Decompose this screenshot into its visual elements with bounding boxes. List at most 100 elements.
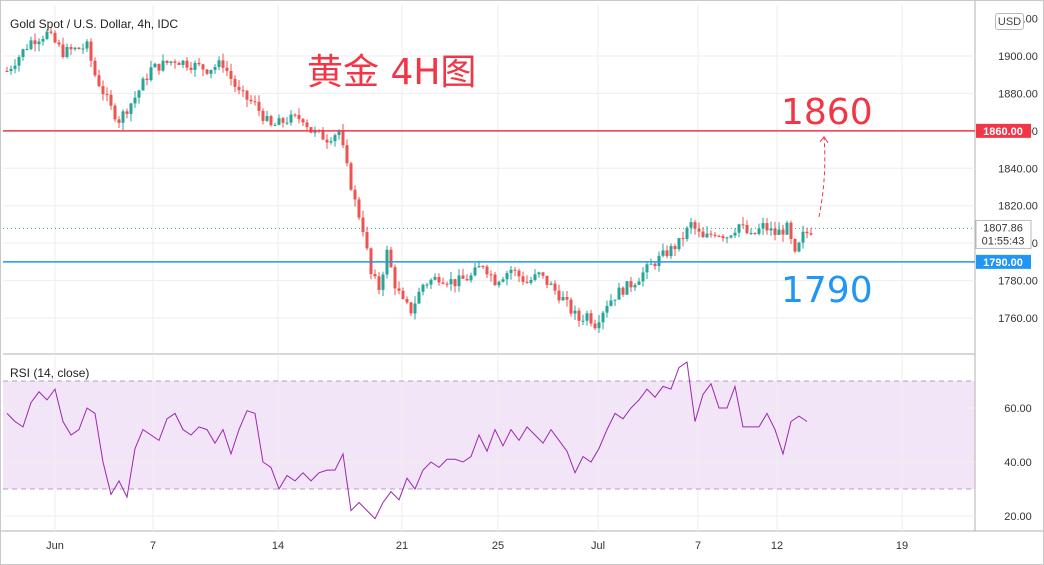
candle-body xyxy=(469,275,473,281)
candle-body xyxy=(701,231,705,238)
candle-body xyxy=(461,275,465,279)
price-tick-label: 1880.00 xyxy=(998,88,1038,100)
candle-body xyxy=(445,283,449,285)
candle-body xyxy=(417,291,421,304)
candle-body xyxy=(665,250,669,257)
candle-body xyxy=(393,267,397,289)
candle-body xyxy=(769,228,773,231)
candle-body xyxy=(237,86,241,91)
candle-body xyxy=(517,270,521,277)
candle-body xyxy=(57,42,61,45)
candle-body xyxy=(281,118,285,123)
candle-body xyxy=(293,114,297,116)
candle-body xyxy=(661,250,665,256)
candle-body xyxy=(73,47,77,50)
candle-body xyxy=(357,199,361,218)
candle-body xyxy=(549,283,553,285)
candle-body xyxy=(421,284,425,292)
candle-body xyxy=(345,145,349,164)
support-price-label: 1790.00 xyxy=(983,257,1023,269)
candle-body xyxy=(545,275,549,285)
candle-body xyxy=(13,65,17,69)
candle-body xyxy=(149,67,153,80)
x-tick-label: 19 xyxy=(896,540,908,552)
candle-body xyxy=(693,222,697,229)
candle-body xyxy=(321,130,325,140)
last-price-tag xyxy=(975,219,1032,249)
candle-body xyxy=(533,274,537,280)
candle-body xyxy=(5,70,9,72)
candle-body xyxy=(649,263,653,265)
candle-body xyxy=(77,47,81,50)
resistance-price-tag xyxy=(976,123,1031,138)
x-tick-label: 12 xyxy=(771,540,783,552)
candle-body xyxy=(117,119,121,123)
candle-body xyxy=(93,60,97,76)
candle-body xyxy=(233,78,237,87)
candle-body xyxy=(805,231,809,234)
candle-body xyxy=(225,67,229,71)
candle-body xyxy=(757,228,761,234)
candle-body xyxy=(253,101,257,103)
candle-body xyxy=(741,224,745,226)
candle-body xyxy=(509,269,513,274)
candle-body xyxy=(133,97,137,104)
candle-body xyxy=(585,313,589,321)
candle-body xyxy=(49,31,53,33)
x-tick-label: Jun xyxy=(46,540,64,552)
currency-badge[interactable]: USD xyxy=(995,13,1024,30)
candle-body xyxy=(621,287,625,295)
candle-body xyxy=(189,67,193,70)
candle-body xyxy=(261,110,265,121)
candle-body xyxy=(581,320,585,322)
candle-body xyxy=(601,312,605,323)
candle-body xyxy=(697,228,701,232)
candle-body xyxy=(145,78,149,80)
candle-body xyxy=(793,238,797,252)
candle-body xyxy=(121,111,125,123)
candle-body xyxy=(85,41,89,49)
candle-body xyxy=(53,32,57,43)
projection-arrowhead xyxy=(819,136,829,144)
candle-body xyxy=(489,274,493,276)
candle-body xyxy=(457,275,461,287)
candle-body xyxy=(677,238,681,250)
candle-body xyxy=(309,127,313,133)
candle-body xyxy=(597,322,601,329)
candle-body xyxy=(561,297,565,301)
candle-body xyxy=(217,60,221,67)
candle-body xyxy=(165,60,169,63)
candle-body xyxy=(41,38,45,42)
candle-body xyxy=(685,227,689,239)
resistance-price-label: 1860.00 xyxy=(983,126,1023,138)
price-tick-label: 1780.00 xyxy=(998,276,1038,288)
candle-body xyxy=(449,279,453,285)
candle-body xyxy=(269,115,273,126)
candle-body xyxy=(781,229,785,235)
x-tick-label: 14 xyxy=(272,540,284,552)
candle-body xyxy=(605,305,609,313)
candle-body xyxy=(725,237,729,239)
candle-body xyxy=(553,283,557,291)
candle-body xyxy=(633,284,637,288)
price-tick-label: 1760.00 xyxy=(998,313,1038,325)
candle-body xyxy=(689,222,693,228)
candle-body xyxy=(129,103,133,114)
candle-body xyxy=(577,310,581,321)
candle-body xyxy=(221,60,225,68)
candle-body xyxy=(477,266,481,268)
candle-body xyxy=(777,229,781,235)
candle-body xyxy=(589,313,593,324)
candle-body xyxy=(669,246,673,257)
candle-body xyxy=(409,302,413,314)
candle-body xyxy=(341,130,345,146)
candle-body xyxy=(425,284,429,286)
candle-body xyxy=(97,75,101,87)
candle-body xyxy=(381,274,385,290)
candle-body xyxy=(61,44,65,57)
candle-body xyxy=(177,62,181,65)
candle-body xyxy=(413,303,417,314)
candle-body xyxy=(197,62,201,65)
